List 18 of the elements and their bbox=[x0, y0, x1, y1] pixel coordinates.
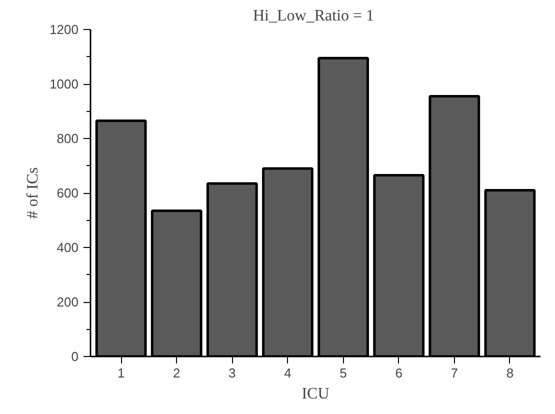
y-tick-label: 800 bbox=[56, 131, 79, 146]
y-tick-label: 1200 bbox=[50, 22, 78, 37]
y-tick-label: 400 bbox=[56, 240, 79, 255]
y-tick-label: 1000 bbox=[50, 76, 78, 92]
y-axis-title: # of ICs bbox=[24, 167, 42, 219]
x-tick-label: 8 bbox=[506, 366, 514, 380]
chart-title: Hi_Low_Ratio = 1 bbox=[252, 8, 374, 24]
x-tick-label: 5 bbox=[340, 366, 347, 380]
x-tick-label: 6 bbox=[395, 366, 402, 380]
y-tick-label: 200 bbox=[56, 294, 79, 310]
x-tick-label: 7 bbox=[450, 366, 458, 380]
x-tick-label: 2 bbox=[172, 366, 180, 380]
x-tick-label: 1 bbox=[117, 366, 125, 380]
x-tick-label: 3 bbox=[228, 366, 236, 380]
x-tick-label: 4 bbox=[284, 366, 292, 380]
x-axis-title: ICU bbox=[302, 386, 330, 402]
y-tick-label: 0 bbox=[71, 349, 79, 364]
y-tick-label: 600 bbox=[56, 186, 79, 200]
